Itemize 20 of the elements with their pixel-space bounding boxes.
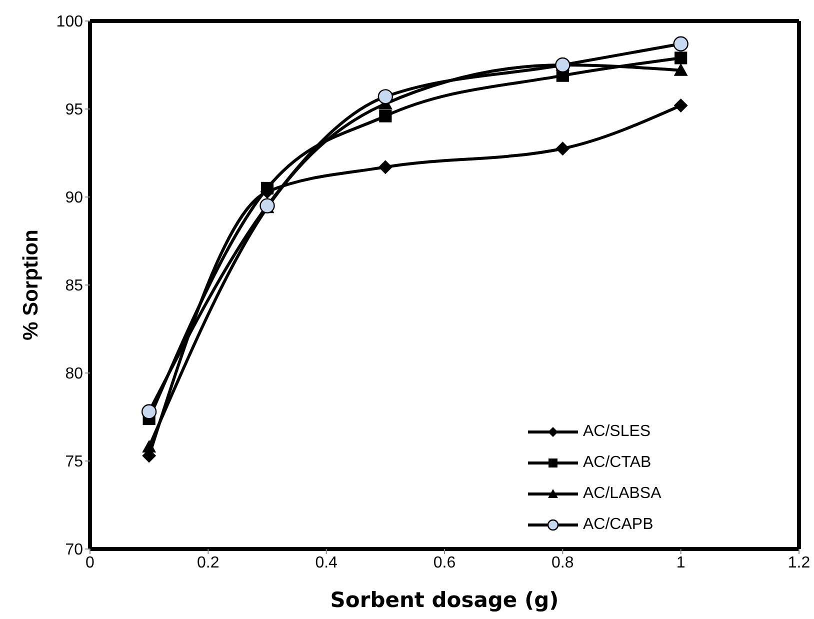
y-tick-label: 100 [56,14,84,31]
y-tick-label: 70 [65,542,84,559]
legend-label: AC/CAPB [583,516,654,534]
x-tick-label: 0.2 [197,554,220,572]
y-tick-label: 90 [65,190,84,207]
legend-label: AC/LABSA [583,484,662,502]
x-tick-label: 0.6 [433,554,456,572]
x-tick-label: 1 [676,554,686,572]
x-tick-label: 0 [86,554,95,572]
y-tick-label: 95 [65,102,84,119]
y-axis-title: % Sorption [19,230,42,340]
x-tick-label: 0.8 [552,554,574,572]
y-tick-label: 75 [65,454,84,471]
y-tick-label: 85 [65,278,84,295]
x-axis-title: Sorbent dosage (g) [330,588,559,612]
legend-label: AC/SLES [583,422,651,440]
x-tick-label: 1.2 [788,554,810,572]
legend-label: AC/CTAB [583,454,652,472]
y-tick-label: 80 [65,366,84,383]
x-tick-label: 0.4 [315,554,338,572]
